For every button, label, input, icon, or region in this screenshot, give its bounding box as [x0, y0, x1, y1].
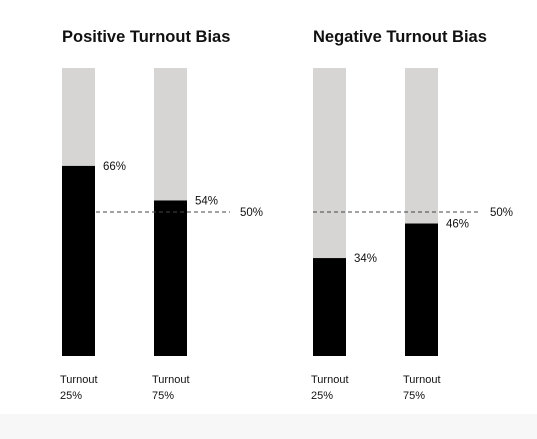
- panel-title: Positive Turnout Bias: [62, 28, 230, 46]
- category-label: 75%: [403, 390, 425, 402]
- value-label: 34%: [354, 253, 377, 265]
- bar: [62, 165, 95, 356]
- category-label: Turnout: [60, 374, 98, 386]
- bar: [405, 223, 438, 356]
- category-label: 25%: [60, 390, 82, 402]
- category-label: 75%: [152, 390, 174, 402]
- bottom-band: [0, 414, 537, 439]
- value-label: 54%: [195, 195, 218, 207]
- bar: [154, 200, 187, 356]
- category-label: Turnout: [152, 374, 190, 386]
- panel-title: Negative Turnout Bias: [313, 28, 487, 46]
- value-label: 66%: [103, 161, 126, 173]
- value-label: 46%: [446, 219, 469, 231]
- category-label: Turnout: [403, 374, 441, 386]
- category-label: Turnout: [311, 374, 349, 386]
- category-label: 25%: [311, 390, 333, 402]
- reference-label: 50%: [490, 207, 513, 219]
- bar: [313, 258, 346, 356]
- reference-label: 50%: [240, 207, 263, 219]
